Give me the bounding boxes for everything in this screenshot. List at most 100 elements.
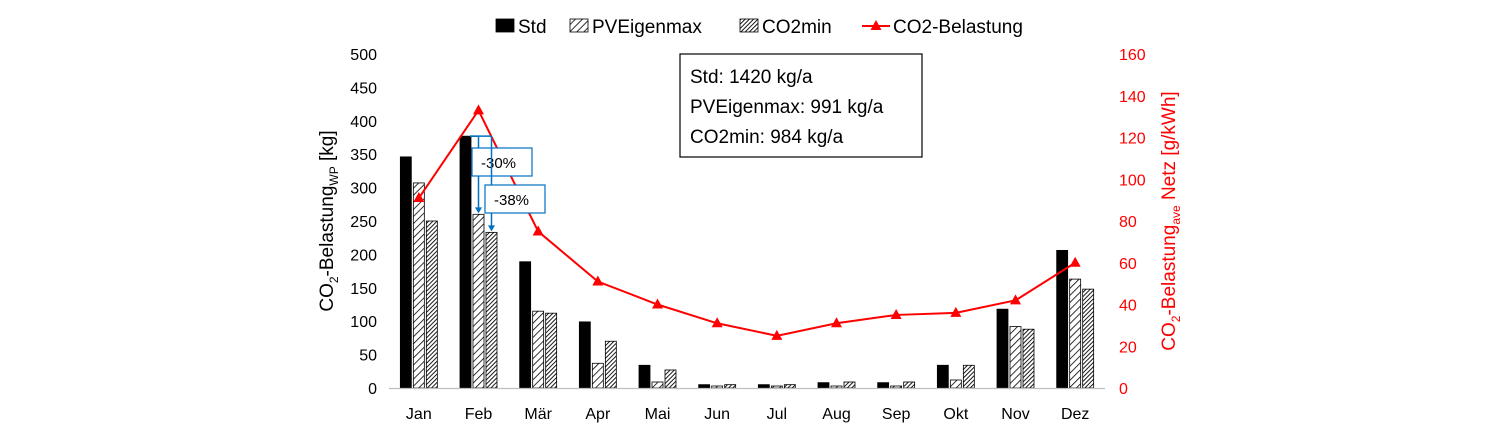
left-tick-label: 350 (350, 147, 377, 164)
svg-text:CO2-Belastungave Netz [g/kWh]: CO2-Belastungave Netz [g/kWh] (1159, 91, 1183, 350)
right-tick-label: 160 (1119, 47, 1146, 64)
bar-pveigenmax-okt (949, 379, 962, 389)
bar-std-apr (578, 321, 591, 389)
x-tick-label: Aug (822, 406, 850, 423)
bar-pveigenmax-feb (472, 213, 485, 389)
annotation-arrow-head (475, 207, 482, 214)
summary-box: Std: 1420 kg/a PVEigenmax: 991 kg/a CO2min… (679, 53, 923, 158)
bar-pveigenmax-jan (412, 182, 425, 389)
bar-pveigenmax-jun (711, 385, 724, 389)
bar-std-aug (817, 382, 830, 389)
x-tick-label: Dez (1061, 406, 1089, 423)
co2-belastung-marker (831, 317, 842, 328)
bar-std-jun (698, 384, 711, 389)
bar-pveigenmax-jul (770, 385, 783, 389)
left-tick-label: 400 (350, 114, 377, 131)
bar-std-jan (399, 156, 412, 389)
x-tick-label: Jul (767, 406, 787, 423)
co2-belastung-marker (711, 317, 723, 328)
left-tick-label: 450 (350, 80, 377, 97)
bar-co2min-dez (1082, 288, 1095, 389)
bar-co2min-apr (604, 340, 617, 389)
summary-line: Std: 1420 kg/a (690, 67, 813, 88)
legend-swatch-marker (870, 20, 882, 30)
left-tick-label: 500 (350, 47, 377, 64)
annotations: -30% -38% (470, 135, 546, 232)
bar-pveigenmax-mai (651, 381, 664, 389)
legend: Std PVEigenmax CO2min CO2-Belastung (495, 17, 1023, 38)
bar-co2min-mär (545, 312, 558, 389)
bar-pveigenmax-aug (830, 385, 843, 389)
bar-co2min-sep (903, 381, 916, 389)
bar-std-feb (459, 135, 472, 389)
annotation-arrow-head (488, 225, 495, 232)
legend-label: Std (518, 17, 547, 38)
legend-swatch-co2min (739, 18, 759, 33)
co2-belastung-marker (592, 275, 604, 286)
left-tick-label: 200 (350, 247, 377, 264)
x-tick-label: Jan (406, 406, 432, 423)
right-tick-label: 120 (1119, 131, 1146, 148)
bar-pveigenmax-mär (532, 310, 545, 389)
co2-belastung-marker (652, 298, 663, 309)
co2-belastung-marker (1010, 294, 1021, 305)
bar-co2min-jan (425, 220, 438, 389)
left-tick-label: 50 (359, 348, 377, 365)
right-tick-label: 0 (1119, 381, 1128, 398)
right-tick-label: 100 (1119, 172, 1146, 189)
annotation-box (471, 147, 533, 177)
summary-box-frame (679, 53, 923, 158)
x-tick-label: Nov (1001, 406, 1029, 423)
co2-belastung-marker (1069, 256, 1081, 267)
left-tick-label: 0 (368, 381, 377, 398)
svg-text:CO2-BelastungWP [kg]: CO2-BelastungWP [kg] (317, 130, 341, 311)
right-axis-ticks: 0 20 40 60 80 100 120 140 160 (1119, 47, 1146, 398)
bar-pveigenmax-sep (890, 385, 903, 389)
x-tick-label: Mai (645, 406, 671, 423)
left-tick-label: 100 (350, 314, 377, 331)
legend-label: PVEigenmax (592, 17, 702, 38)
right-tick-label: 40 (1119, 298, 1137, 315)
annotation-label: -30% (481, 155, 516, 172)
bar-co2min-mai (664, 369, 677, 389)
right-tick-label: 140 (1119, 89, 1146, 106)
left-axis-ticks: 0 50 100 150 200 250 300 350 400 450 500 (350, 47, 377, 398)
annotation-box (484, 184, 546, 214)
co2-belastung-marker (473, 104, 484, 115)
legend-swatch-pveigenmax (569, 18, 589, 33)
right-tick-label: 20 (1119, 339, 1137, 356)
bar-std-mär (519, 261, 532, 389)
annotation-label: -38% (494, 192, 529, 209)
right-tick-label: 60 (1119, 256, 1137, 273)
bar-pveigenmax-apr (591, 362, 604, 389)
co2-belastung-marker (413, 192, 425, 203)
left-axis-title: CO2-BelastungWP [kg] (317, 130, 341, 311)
bar-pveigenmax-nov (1009, 326, 1022, 389)
co2-belastung-marker (890, 308, 902, 319)
legend-label: CO2min (762, 17, 832, 38)
bar-std-jul (757, 384, 770, 389)
co2-belastung-marker (532, 225, 544, 236)
co2-belastung-marker (771, 329, 783, 340)
bar-std-okt (936, 364, 949, 389)
bar-std-sep (877, 382, 890, 389)
bar-std-nov (996, 308, 1009, 389)
x-axis: Jan Feb Mär Apr Mai Jun Jul Aug Sep Okt Nov Dez (389, 387, 1105, 423)
x-tick-label: Feb (465, 406, 493, 423)
right-axis-title: CO2-Belastungave Netz [g/kWh] (1159, 91, 1183, 350)
x-tick-label: Okt (943, 406, 968, 423)
x-tick-label: Sep (882, 406, 911, 423)
bar-co2min-aug (843, 381, 856, 389)
x-tick-label: Jun (704, 406, 730, 423)
left-tick-label: 300 (350, 181, 377, 198)
left-tick-label: 150 (350, 281, 377, 298)
summary-line: CO2min: 984 kg/a (690, 127, 844, 148)
bar-co2min-nov (1022, 328, 1035, 389)
bar-std-mai (638, 364, 651, 389)
left-tick-label: 250 (350, 214, 377, 231)
x-tick-label: Apr (585, 406, 611, 423)
legend-swatch-std (495, 18, 515, 33)
bar-co2min-jun (724, 384, 737, 389)
bar-co2min-okt (962, 364, 975, 389)
